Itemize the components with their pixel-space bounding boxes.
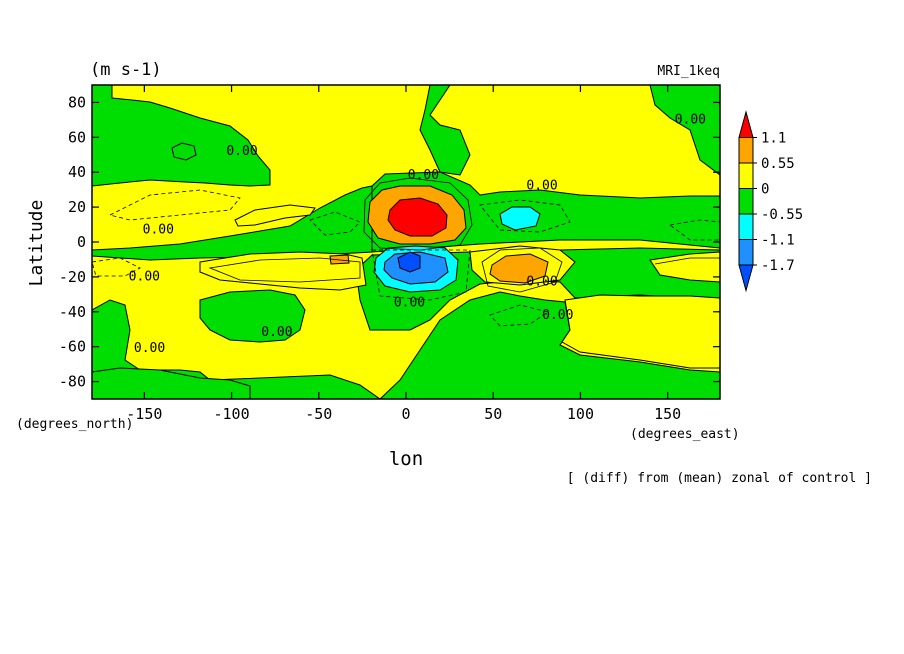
colorbar-top-arrow: [738, 110, 754, 138]
colorbar-segment: [738, 239, 754, 266]
x-tick-label: -150: [126, 405, 162, 423]
model-label: MRI_1keq: [657, 64, 720, 79]
colorbar-label: 0: [761, 182, 769, 198]
contour-label: 0.00: [542, 308, 573, 323]
colorbar-segment: [738, 162, 754, 189]
contour-labels: 0.00 0.00 0.00 0.00 0.00 0.00 0.00 0.00 0.00 0.00…: [129, 112, 706, 356]
colorbar-label: 0.55: [761, 156, 795, 172]
y-tick-label: 40: [68, 163, 86, 181]
colorbar-segment: [738, 137, 754, 164]
contour-label: 0.00: [226, 144, 257, 159]
contour-label: 0.00: [134, 341, 165, 356]
red-region-north-jet: [387, 197, 448, 237]
x-axis-label: lon: [389, 448, 423, 470]
units-label: (m s-1): [90, 60, 162, 80]
y-tick-label: 60: [68, 128, 86, 146]
deep-blue-region-south-jet: [397, 251, 421, 273]
contour-label: 0.00: [526, 179, 557, 194]
green-region-far-south-west: [92, 367, 251, 399]
colorbar-label: 1.1: [761, 131, 786, 147]
dashed-contours: [92, 189, 720, 327]
y-tick-label: -40: [59, 303, 86, 321]
green-region-small-north: [171, 142, 197, 161]
green-region-north-east: [419, 85, 471, 176]
y-tick-label: -60: [59, 338, 86, 356]
yellow-region-east-band: [649, 251, 720, 283]
colorbar-label: -1.1: [761, 233, 795, 249]
x-tick-label: 100: [567, 405, 594, 423]
cyan-region-north-east: [499, 206, 541, 231]
colorbar-bottom-arrow: [738, 264, 754, 293]
orange-region-south-east: [489, 253, 549, 284]
y-tick-label: -80: [59, 373, 86, 391]
contour-label: 0.00: [526, 275, 557, 290]
y-tick-label: -20: [59, 268, 86, 286]
green-region-band-equator: [92, 185, 373, 261]
x-tick-label: 150: [654, 405, 681, 423]
green-region-north-west: [92, 85, 271, 187]
green-region-southwest-patch: [199, 289, 306, 343]
x-axis: -150 -100 -50 0 50 100 150: [126, 85, 681, 423]
x-units-label: (degrees_east): [630, 427, 740, 442]
contour-label: 0.00: [394, 296, 425, 311]
y-tick-label: 20: [68, 198, 86, 216]
x-tick-label: -50: [305, 405, 332, 423]
orange-region-small-west: [329, 254, 350, 265]
colorbar: 1.1 0.55 0 -0.55 -1.1 -1.7: [738, 110, 803, 293]
yellow-region-north-patch: [234, 204, 316, 227]
plot-area: 0.00 0.00 0.00 0.00 0.00 0.00 0.00 0.00 0.00 0.00…: [92, 85, 720, 399]
contour-label: 0.00: [129, 269, 160, 284]
colorbar-label: -0.55: [761, 207, 803, 223]
x-tick-label: 0: [401, 405, 410, 423]
green-region-arctic-east: [649, 85, 720, 176]
colorbar-segment: [738, 188, 754, 215]
colorbar-segment: [738, 213, 754, 240]
y-tick-label: 0: [77, 233, 86, 251]
x-tick-label: 50: [484, 405, 502, 423]
y-axis: 80 60 40 20 0 -20 -40 -60 -80: [59, 93, 720, 391]
y-axis-label: Latitude: [26, 200, 47, 287]
colorbar-label: -1.7: [761, 258, 795, 274]
yellow-region-south-east-block: [561, 294, 720, 369]
contour-label: 0.00: [143, 222, 174, 237]
y-tick-label: 80: [68, 93, 86, 111]
contour-label: 0.00: [261, 325, 292, 340]
contour-label: 0.00: [408, 168, 439, 183]
contour-label: 0.00: [675, 112, 706, 127]
y-units-label: (degrees_north): [16, 417, 133, 432]
x-tick-label: -100: [213, 405, 249, 423]
solid-contours: [208, 177, 720, 293]
caption: [ (diff) from (mean) zonal of control ]: [567, 471, 872, 486]
